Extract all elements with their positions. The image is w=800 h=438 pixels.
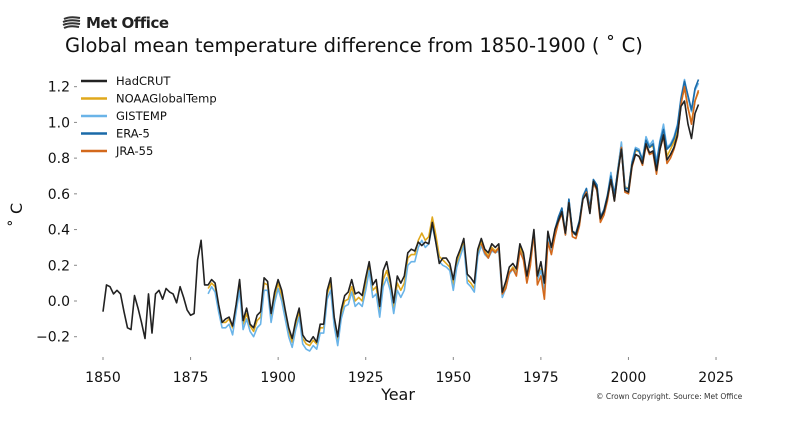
y-tick-label: 0.2 [48,258,70,274]
legend: HadCRUT NOAAGlobalTemp GISTEMP ERA-5 JRA-55 [81,74,217,158]
y-tick-label: 0.0 [48,294,70,310]
series-line-gistemp [207,78,700,352]
legend-label: NOAAGlobalTemp [116,92,217,106]
series-line-noaaglobaltemp [207,87,700,347]
x-tick-label: 1850 [85,370,121,386]
y-tick-label: 0.8 [48,151,70,167]
legend-label: HadCRUT [116,74,171,88]
legend-label: ERA-5 [116,127,150,141]
legend-label: GISTEMP [116,109,167,123]
legend-label: JRA-55 [115,144,153,158]
chart-title: Global mean temperature difference from … [65,34,643,57]
y-tick-label: 0.6 [48,187,70,203]
series-line-hadcrut [102,100,700,343]
copyright-note: © Crown Copyright. Source: Met Office [596,392,743,401]
y-axis-label: ˚ C [7,203,26,227]
x-tick-label: 1900 [260,370,296,386]
logo-text: Met Office [86,14,169,32]
series-line-era-5 [554,79,700,236]
met-office-logo-icon [62,16,81,29]
x-tick-label: 1950 [435,370,471,386]
y-tick-label: 1.0 [48,115,70,131]
y-tick-label: 0.4 [48,223,70,239]
x-tick-label: 1925 [348,370,384,386]
x-tick-label: 1875 [173,370,209,386]
y-tick-label: −0.2 [36,330,70,346]
met-office-logo: Met Office [62,14,169,32]
x-tick-label: 2000 [611,370,647,386]
y-tick-label: 1.2 [48,80,70,96]
x-tick-label: 1975 [523,370,559,386]
x-axis-label: Year [380,385,415,404]
x-tick-label: 2025 [698,370,734,386]
